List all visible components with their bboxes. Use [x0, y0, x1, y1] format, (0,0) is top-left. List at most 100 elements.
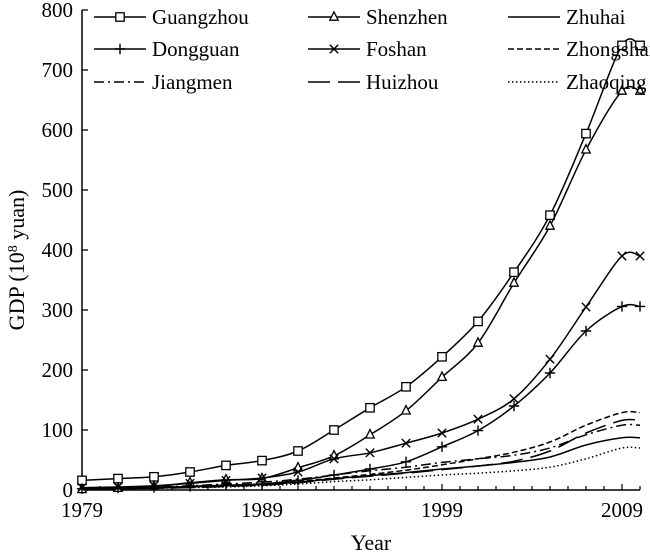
x-tick-label: 2009: [601, 498, 643, 522]
point-dongguan: [634, 301, 646, 312]
point-shenzhen: [634, 84, 646, 95]
y-tick-label: 600: [42, 118, 74, 142]
y-tick-label: 100: [42, 418, 74, 442]
point-guangzhou: [113, 473, 123, 484]
legend-marker-dongguan: [114, 43, 126, 55]
series-line-zhaoqing: [81, 446, 641, 491]
series-line-dongguan: [81, 303, 641, 490]
legend-item-huizhou: Huizhou: [308, 70, 439, 94]
point-guangzhou: [329, 425, 339, 435]
series-line-zhuhai: [81, 436, 641, 491]
point-shenzhen: [472, 336, 484, 347]
series-zhongshan: [81, 410, 641, 490]
point-dongguan: [508, 400, 520, 412]
axes: 0 100 200 300 400 500 600 700 800 1979 1989 1999 200…: [42, 0, 644, 522]
legend-label-zhuhai: Zhuhai: [566, 5, 626, 29]
legend-label-shenzhen: Shenzhen: [366, 5, 448, 29]
legend-item-foshan: Foshan: [308, 37, 427, 61]
point-shenzhen: [580, 143, 592, 154]
legend-label-zhongshan: Zhongshan: [566, 37, 650, 61]
point-guangzhou: [473, 316, 483, 327]
x-tick-label: 1979: [61, 498, 103, 522]
point-dongguan: [544, 367, 556, 379]
x-tick-label: 1989: [241, 498, 283, 522]
point-shenzhen: [544, 219, 556, 230]
legend-label-huizhou: Huizhou: [366, 70, 439, 94]
point-guangzhou: [401, 381, 411, 392]
point-shenzhen: [436, 370, 448, 382]
y-tick-label: 400: [42, 238, 74, 262]
legend-item-guangzhou: Guangzhou: [94, 5, 249, 29]
point-foshan: [437, 428, 447, 438]
x-tick-label: 1999: [421, 498, 463, 522]
y-tick-label: 700: [42, 58, 74, 82]
point-foshan: [617, 251, 627, 261]
series-shenzhen: [76, 84, 646, 494]
series-layer: [76, 38, 646, 494]
point-guangzhou: [581, 128, 591, 139]
legend-label-foshan: Foshan: [366, 37, 427, 61]
legend-marker-foshan: [329, 44, 339, 54]
legend-item-zhaoqing: Zhaoqing: [508, 70, 647, 94]
series-line-jiangmen: [81, 423, 641, 489]
legend-item-dongguan: Dongguan: [94, 37, 240, 61]
point-shenzhen: [364, 428, 376, 439]
legend-item-zhuhai: Zhuhai: [508, 5, 626, 29]
series-line-foshan: [81, 251, 641, 489]
legend-label-guangzhou: Guangzhou: [152, 5, 249, 29]
y-tick-label: 800: [42, 0, 74, 22]
series-guangzhou: [77, 38, 645, 486]
point-guangzhou: [365, 402, 375, 413]
point-foshan: [329, 454, 339, 464]
legend-marker-guangzhou: [115, 12, 125, 22]
series-zhaoqing: [81, 446, 641, 491]
legend-label-dongguan: Dongguan: [152, 37, 240, 61]
legend-label-jiangmen: Jiangmen: [152, 70, 233, 94]
series-line-huizhou: [81, 418, 641, 491]
point-foshan: [113, 482, 123, 492]
x-axis-title: Year: [351, 530, 392, 553]
point-guangzhou: [509, 267, 519, 278]
legend-item-jiangmen: Jiangmen: [94, 70, 233, 94]
point-guangzhou: [293, 446, 303, 456]
point-foshan: [635, 251, 645, 261]
point-dongguan: [472, 425, 484, 436]
y-tick-label: 500: [42, 178, 74, 202]
point-dongguan: [616, 301, 628, 312]
point-foshan: [293, 467, 303, 477]
point-dongguan: [400, 456, 412, 467]
point-foshan: [473, 414, 483, 424]
point-foshan: [401, 438, 411, 448]
point-guangzhou: [617, 40, 627, 51]
point-dongguan: [436, 441, 448, 452]
point-guangzhou: [149, 471, 159, 482]
point-shenzhen: [292, 461, 304, 472]
point-shenzhen: [508, 276, 520, 287]
point-guangzhou: [635, 40, 645, 51]
point-foshan: [365, 448, 375, 458]
series-huizhou: [81, 418, 641, 491]
series-line-guangzhou: [81, 38, 641, 482]
series-jiangmen: [81, 423, 641, 489]
series-dongguan: [76, 301, 646, 494]
point-guangzhou: [185, 467, 195, 477]
point-foshan: [509, 394, 519, 404]
point-shenzhen: [400, 404, 412, 415]
y-axis-title: GDP (108 yuan): [4, 190, 29, 331]
point-dongguan: [580, 325, 592, 337]
series-line-shenzhen: [81, 85, 641, 491]
series-foshan: [77, 251, 645, 493]
series-zhuhai: [81, 436, 641, 491]
legend-item-zhongshan: Zhongshan: [508, 37, 650, 61]
point-foshan: [257, 473, 267, 483]
point-shenzhen: [616, 84, 628, 95]
point-guangzhou: [257, 455, 267, 466]
point-dongguan: [364, 463, 376, 475]
legend-marker-shenzhen: [328, 10, 340, 21]
point-guangzhou: [437, 351, 447, 362]
y-tick-label: 300: [42, 298, 74, 322]
y-tick-label: 0: [63, 478, 74, 502]
y-tick-label: 200: [42, 358, 74, 382]
legend: Guangzhou Shenzhen Zhuhai Dongguan Foshan Zho…: [94, 5, 650, 94]
